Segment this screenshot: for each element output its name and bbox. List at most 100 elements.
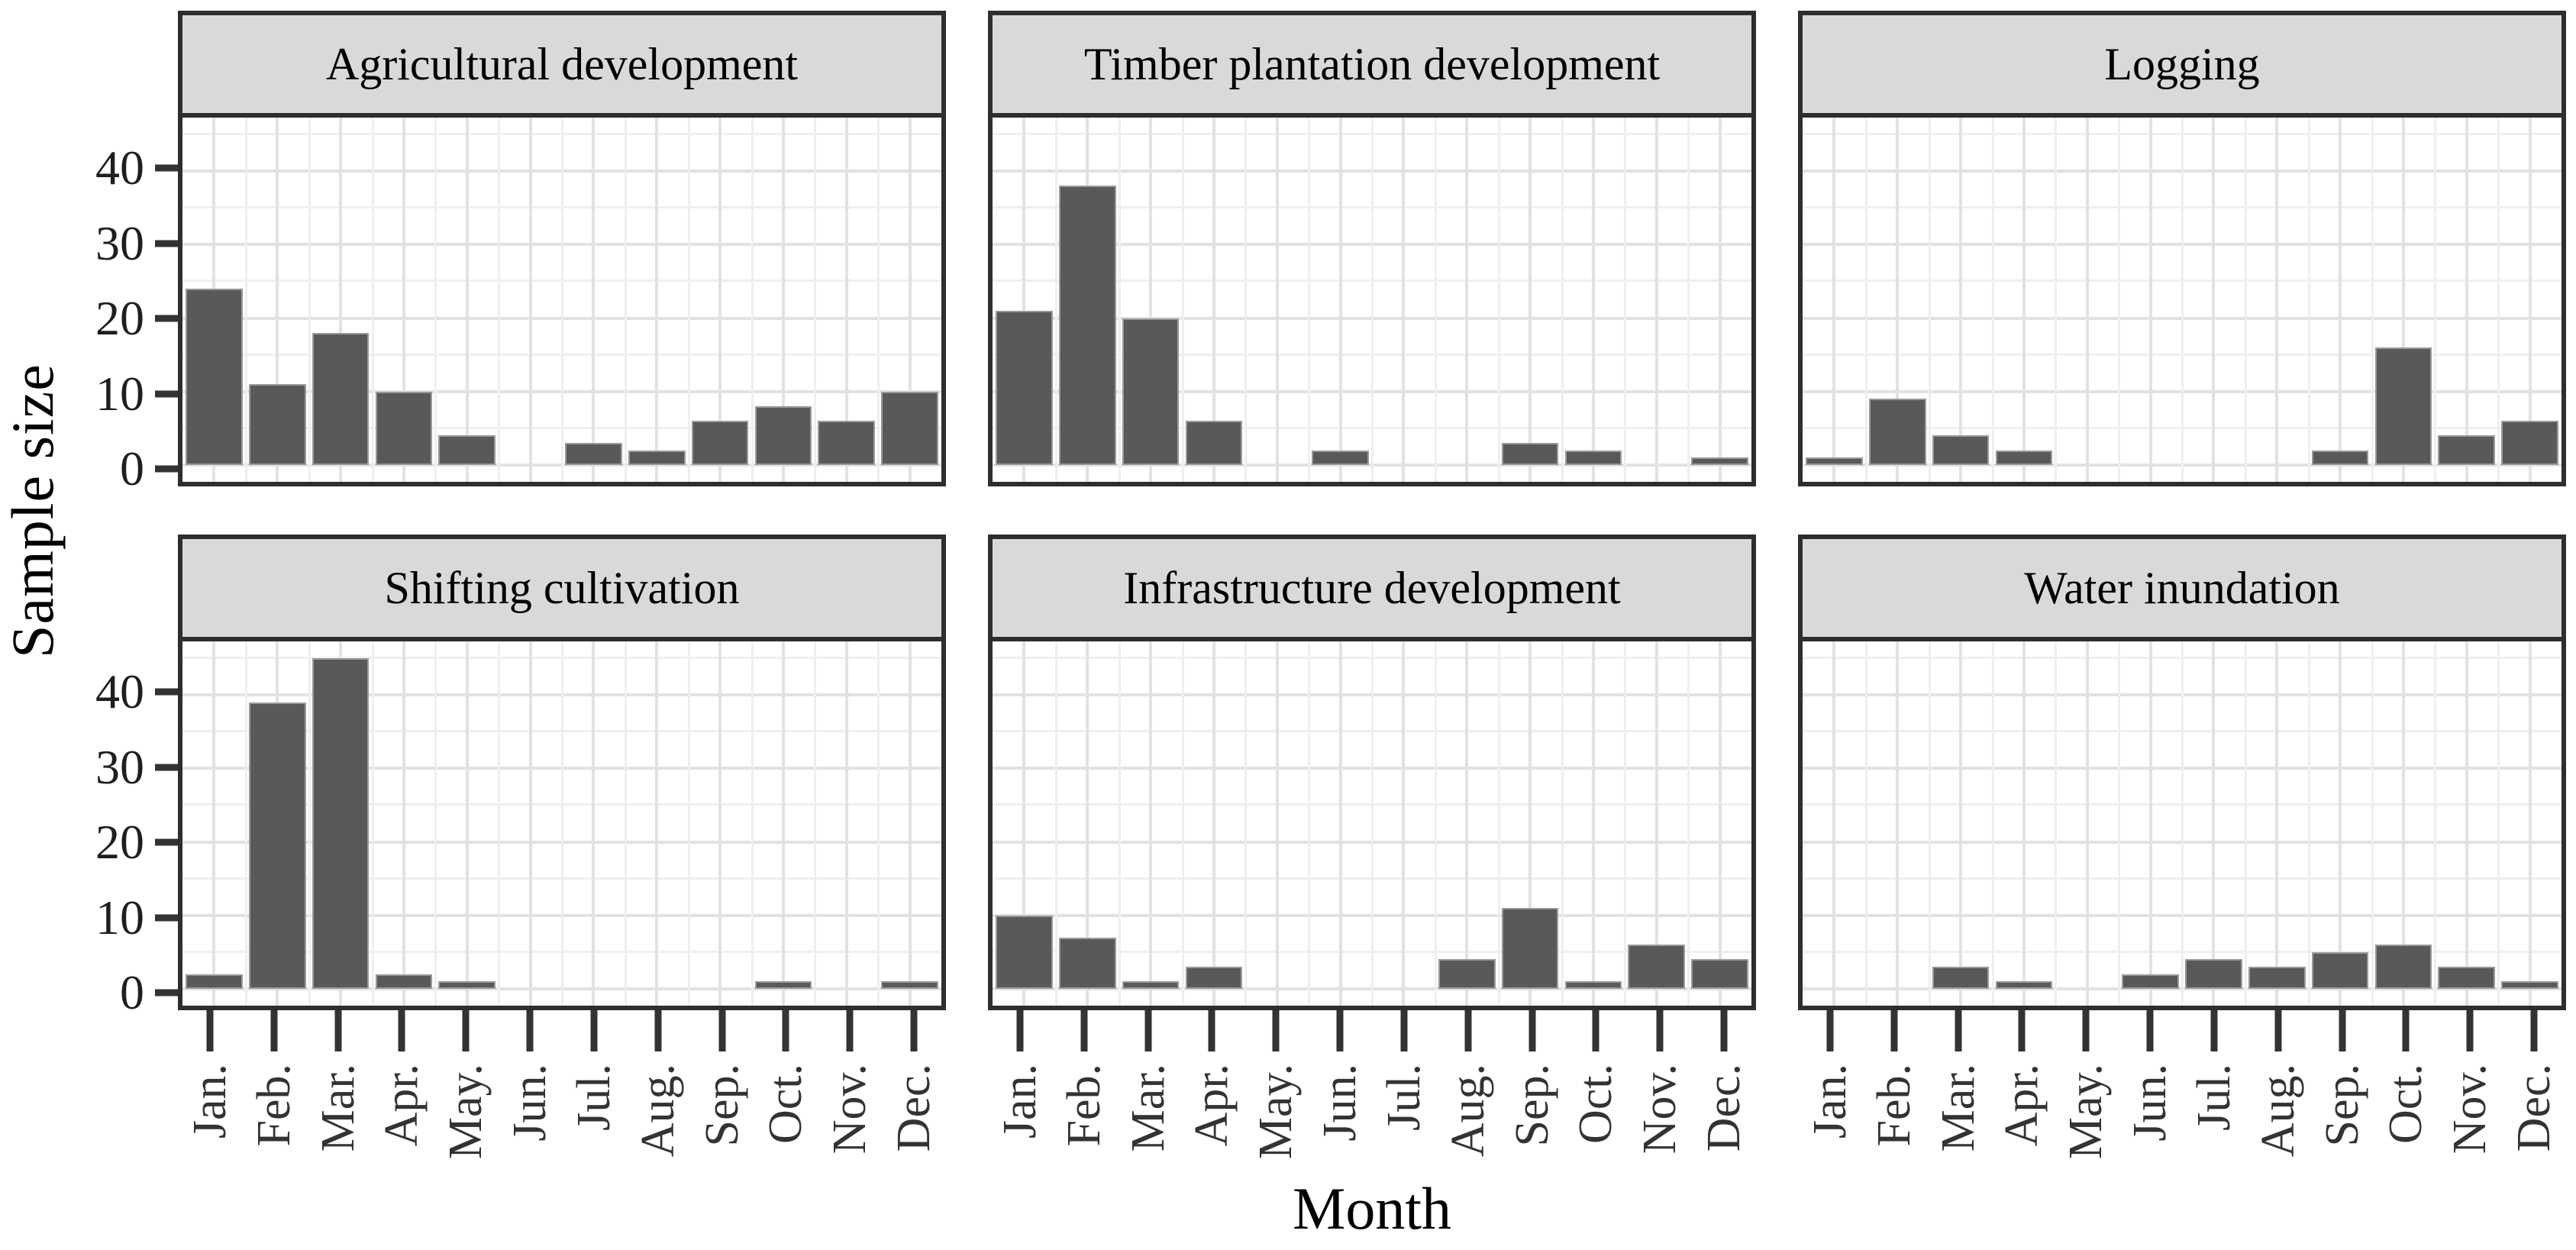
gridline-vertical-minor: [2055, 118, 2058, 482]
x-tick-mark: [1080, 1010, 1088, 1051]
x-tick-label: Mar.: [1932, 1064, 1984, 1152]
x-tick-label: Feb.: [1057, 1064, 1110, 1147]
gridline-vertical-minor: [2055, 641, 2058, 1006]
gridline-vertical-major: [2401, 118, 2405, 482]
bar: [1564, 981, 1622, 989]
x-tick-label: Jan.: [1803, 1064, 1856, 1139]
gridline-vertical-minor: [1928, 118, 1931, 482]
x-tick-mark: [526, 1010, 534, 1051]
bar: [881, 391, 938, 465]
gridline-vertical-minor: [1864, 118, 1867, 482]
bar: [1185, 967, 1243, 989]
bar: [1932, 967, 1990, 989]
gridline-vertical-minor: [498, 118, 501, 482]
facet-strip-title: Shifting cultivation: [384, 562, 740, 613]
gridline-vertical-major: [1528, 641, 1532, 1006]
plot-panel: [1798, 637, 2566, 1010]
gridline-vertical-minor: [2371, 641, 2374, 1006]
gridline-vertical-minor: [2371, 118, 2374, 482]
gridline-vertical-major: [2465, 641, 2468, 1006]
gridline-vertical-major: [276, 118, 279, 482]
y-tick-mark: [155, 989, 178, 996]
gridline-vertical-major: [1022, 641, 1026, 1006]
gridline-vertical-minor: [1054, 641, 1057, 1006]
gridline-vertical-major: [2085, 118, 2089, 482]
bar: [1932, 435, 1990, 465]
gridline-vertical-major: [718, 641, 722, 1006]
x-tick-mark: [1826, 1010, 1834, 1051]
y-tick-mark: [155, 240, 178, 247]
facet-strip: Water inundation: [1798, 535, 2566, 637]
x-tick-label: Mar.: [312, 1064, 364, 1152]
gridline-vertical-major: [1465, 641, 1469, 1006]
x-tick-label: Sep.: [1506, 1064, 1558, 1147]
gridline-vertical-major: [1338, 641, 1342, 1006]
gridline-vertical-minor: [624, 641, 627, 1006]
gridline-vertical-major: [1654, 118, 1658, 482]
gridline-vertical-minor: [1687, 641, 1690, 1006]
bar: [1691, 959, 1748, 989]
gridline-vertical-minor: [1181, 641, 1184, 1006]
x-tick-mark: [910, 1010, 918, 1051]
gridline-vertical-major: [2212, 118, 2216, 482]
facet-agricultural-development: Agricultural development: [178, 11, 946, 486]
facet-timber-plantation-development: Timber plantation development: [988, 11, 1756, 486]
gridline-vertical-major: [2148, 641, 2152, 1006]
bar: [1312, 450, 1369, 465]
x-axis-panel-3: Jan. Feb. Mar. Apr. May. Jun. Jul. Aug. Sep. Oct.…: [1798, 1010, 2566, 1174]
x-tick-mark: [2530, 1010, 2538, 1051]
y-tick-label: 20: [95, 291, 144, 346]
x-tick-mark: [782, 1010, 789, 1051]
gridline-vertical-minor: [2244, 641, 2247, 1006]
x-tick-mark: [2146, 1010, 2154, 1051]
x-tick-mark: [654, 1010, 662, 1051]
gridline-vertical-minor: [561, 118, 563, 482]
gridline-vertical-major: [2528, 641, 2532, 1006]
gridline-vertical-minor: [2181, 641, 2184, 1006]
gridline-vertical-minor: [434, 118, 437, 482]
gridline-vertical-minor: [2118, 641, 2121, 1006]
x-tick-label: Apr.: [1996, 1064, 2048, 1147]
gridline-vertical-minor: [1371, 118, 1374, 482]
gridline-vertical-major: [2022, 641, 2026, 1006]
x-tick-mark: [2466, 1010, 2474, 1051]
facet-logging: Logging: [1798, 11, 2566, 486]
x-tick-label: Aug.: [1441, 1064, 1494, 1158]
gridline-vertical-major: [2275, 118, 2279, 482]
gridline-vertical-major: [1654, 641, 1658, 1006]
x-tick-mark: [2274, 1010, 2282, 1051]
gridline-vertical-major: [1086, 641, 1089, 1006]
gridline-vertical-minor: [371, 641, 374, 1006]
gridline-vertical-minor: [1497, 118, 1500, 482]
x-tick-label: Aug.: [2252, 1064, 2304, 1158]
facet-shifting-cultivation: Shifting cultivation: [178, 535, 946, 1010]
gridline-vertical-major: [1528, 118, 1532, 482]
bar: [2122, 974, 2179, 989]
x-axis-title: Month: [1292, 1175, 1452, 1242]
gridline-vertical-major: [1718, 641, 1722, 1006]
y-tick-label: 40: [95, 664, 144, 719]
facet-strip: Shifting cultivation: [178, 535, 946, 637]
x-tick-label: Feb.: [1867, 1064, 1920, 1147]
gridline-vertical-minor: [2181, 118, 2184, 482]
x-tick-label: Oct.: [1570, 1064, 1622, 1145]
x-tick-label: Jan.: [993, 1064, 1046, 1139]
bar: [818, 421, 876, 465]
gridline-vertical-major: [2085, 641, 2089, 1006]
gridline-vertical-minor: [1434, 118, 1437, 482]
gridline-vertical-major: [1275, 118, 1279, 482]
gridline-vertical-minor: [2307, 118, 2310, 482]
plot-panel: [988, 637, 1756, 1010]
gridline-vertical-minor: [877, 641, 880, 1006]
y-tick-mark: [155, 764, 178, 771]
x-tick-label: Jul.: [567, 1064, 620, 1131]
gridline-vertical-minor: [371, 118, 374, 482]
bar: [2185, 959, 2242, 989]
gridline-vertical-minor: [2497, 641, 2500, 1006]
gridline-vertical-major: [1591, 641, 1595, 1006]
bar: [1122, 318, 1180, 465]
gridline-vertical-minor: [308, 641, 311, 1006]
bar: [1501, 443, 1559, 465]
x-tick-mark: [718, 1010, 726, 1051]
facet-strip: Timber plantation development: [988, 11, 1756, 113]
